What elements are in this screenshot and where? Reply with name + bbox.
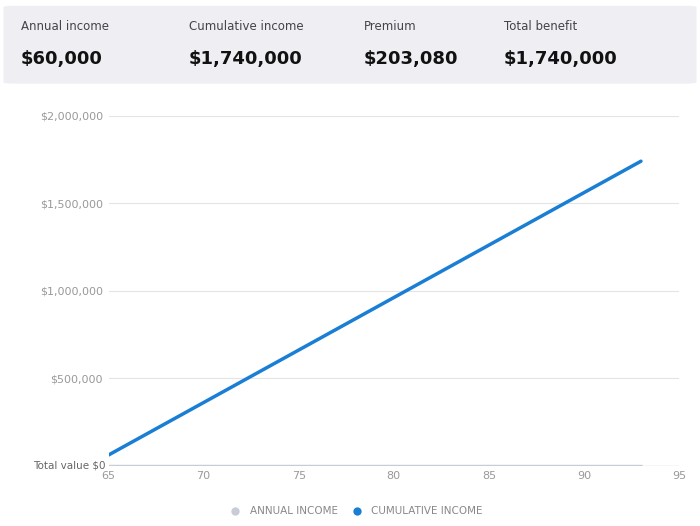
Text: $60,000: $60,000 [21,50,103,68]
Text: Cumulative income: Cumulative income [189,19,304,33]
FancyBboxPatch shape [4,6,696,84]
Text: $1,740,000: $1,740,000 [189,50,302,68]
Text: Annual income: Annual income [21,19,109,33]
Text: $203,080: $203,080 [364,50,458,68]
Text: Total value $0: Total value $0 [33,460,106,471]
Legend: ANNUAL INCOME, CUMULATIVE INCOME: ANNUAL INCOME, CUMULATIVE INCOME [220,502,487,521]
Text: $1,740,000: $1,740,000 [504,50,617,68]
Text: Total benefit: Total benefit [504,19,578,33]
Text: Premium: Premium [364,19,416,33]
